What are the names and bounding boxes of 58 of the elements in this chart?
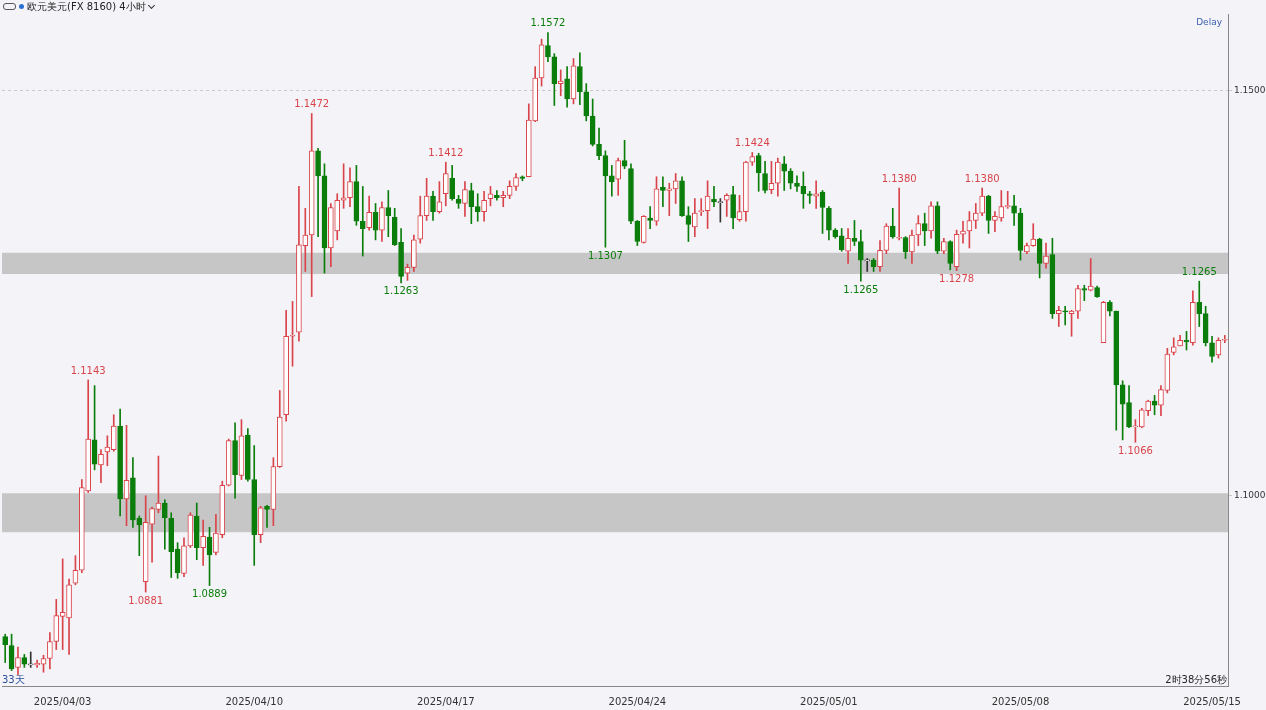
candlestick <box>1221 335 1228 344</box>
annotation: 1.0881 <box>128 594 164 606</box>
annotation: 1.1066 <box>1117 444 1153 456</box>
candlestick <box>864 258 871 272</box>
candlestick <box>474 193 481 222</box>
candlestick <box>608 165 615 197</box>
annotation: 1.1278 <box>939 273 975 285</box>
candlestick <box>992 211 998 233</box>
candlestick <box>666 182 673 216</box>
candlestick <box>264 505 270 528</box>
candlestick <box>896 187 902 241</box>
candlestick <box>921 212 928 246</box>
y-tick-label: 1.1000 <box>1234 490 1266 501</box>
candlestick <box>660 176 666 208</box>
annotation: 1.0889 <box>192 588 228 600</box>
annotation: 1.1572 <box>530 17 566 29</box>
chart-title: 欧元美元(FX 8160) 4小时 <box>27 0 146 14</box>
candlestick <box>1081 284 1088 301</box>
y-tick-label: 1.1500 <box>1234 85 1266 96</box>
candlestick <box>302 207 309 272</box>
candlestick <box>781 156 788 191</box>
annotation: 1.1307 <box>587 249 623 261</box>
x-tick-label: 2025/04/24 <box>608 695 667 707</box>
candlestick <box>27 651 34 668</box>
candlestick <box>806 190 813 204</box>
annotation: 1.1424 <box>734 137 770 149</box>
annotation: 1.1380 <box>881 172 917 184</box>
annotation: 1.1265 <box>1181 265 1217 277</box>
candlestick <box>647 206 653 229</box>
annotation: 2时38分56秒 <box>1165 673 1227 685</box>
candlestick <box>359 186 366 257</box>
annotation: Delay <box>1196 16 1223 27</box>
candlestick <box>385 190 392 237</box>
candlestick <box>494 190 500 201</box>
candlestick <box>500 190 507 208</box>
candlestick <box>136 515 143 556</box>
candlestick <box>711 186 717 208</box>
x-tick-label: 2025/04/03 <box>33 695 92 707</box>
candlestick <box>1055 305 1062 327</box>
annotation: 1.1265 <box>843 283 879 295</box>
candlestick <box>557 69 564 97</box>
x-tick-label: 2025/04/10 <box>225 695 284 707</box>
x-tick-label: 2025/05/01 <box>800 695 858 707</box>
annotation: 1.1143 <box>70 364 106 376</box>
candlestick <box>960 220 966 244</box>
annotation: 33天 <box>2 673 25 685</box>
candlestick <box>1004 190 1011 209</box>
annotation: 1.1263 <box>383 285 419 297</box>
candlestick <box>1062 305 1068 326</box>
x-tick-label: 2025/05/15 <box>1183 695 1241 707</box>
annotation: 1.1472 <box>294 98 330 110</box>
x-tick-label: 2025/05/08 <box>991 695 1050 707</box>
annotation: 1.1380 <box>964 172 1000 184</box>
annotation: 1.1412 <box>428 146 464 158</box>
candlestick <box>813 180 819 209</box>
x-tick-label: 2025/04/17 <box>416 695 475 707</box>
candlestick <box>723 193 730 217</box>
candlestick <box>1011 195 1017 226</box>
